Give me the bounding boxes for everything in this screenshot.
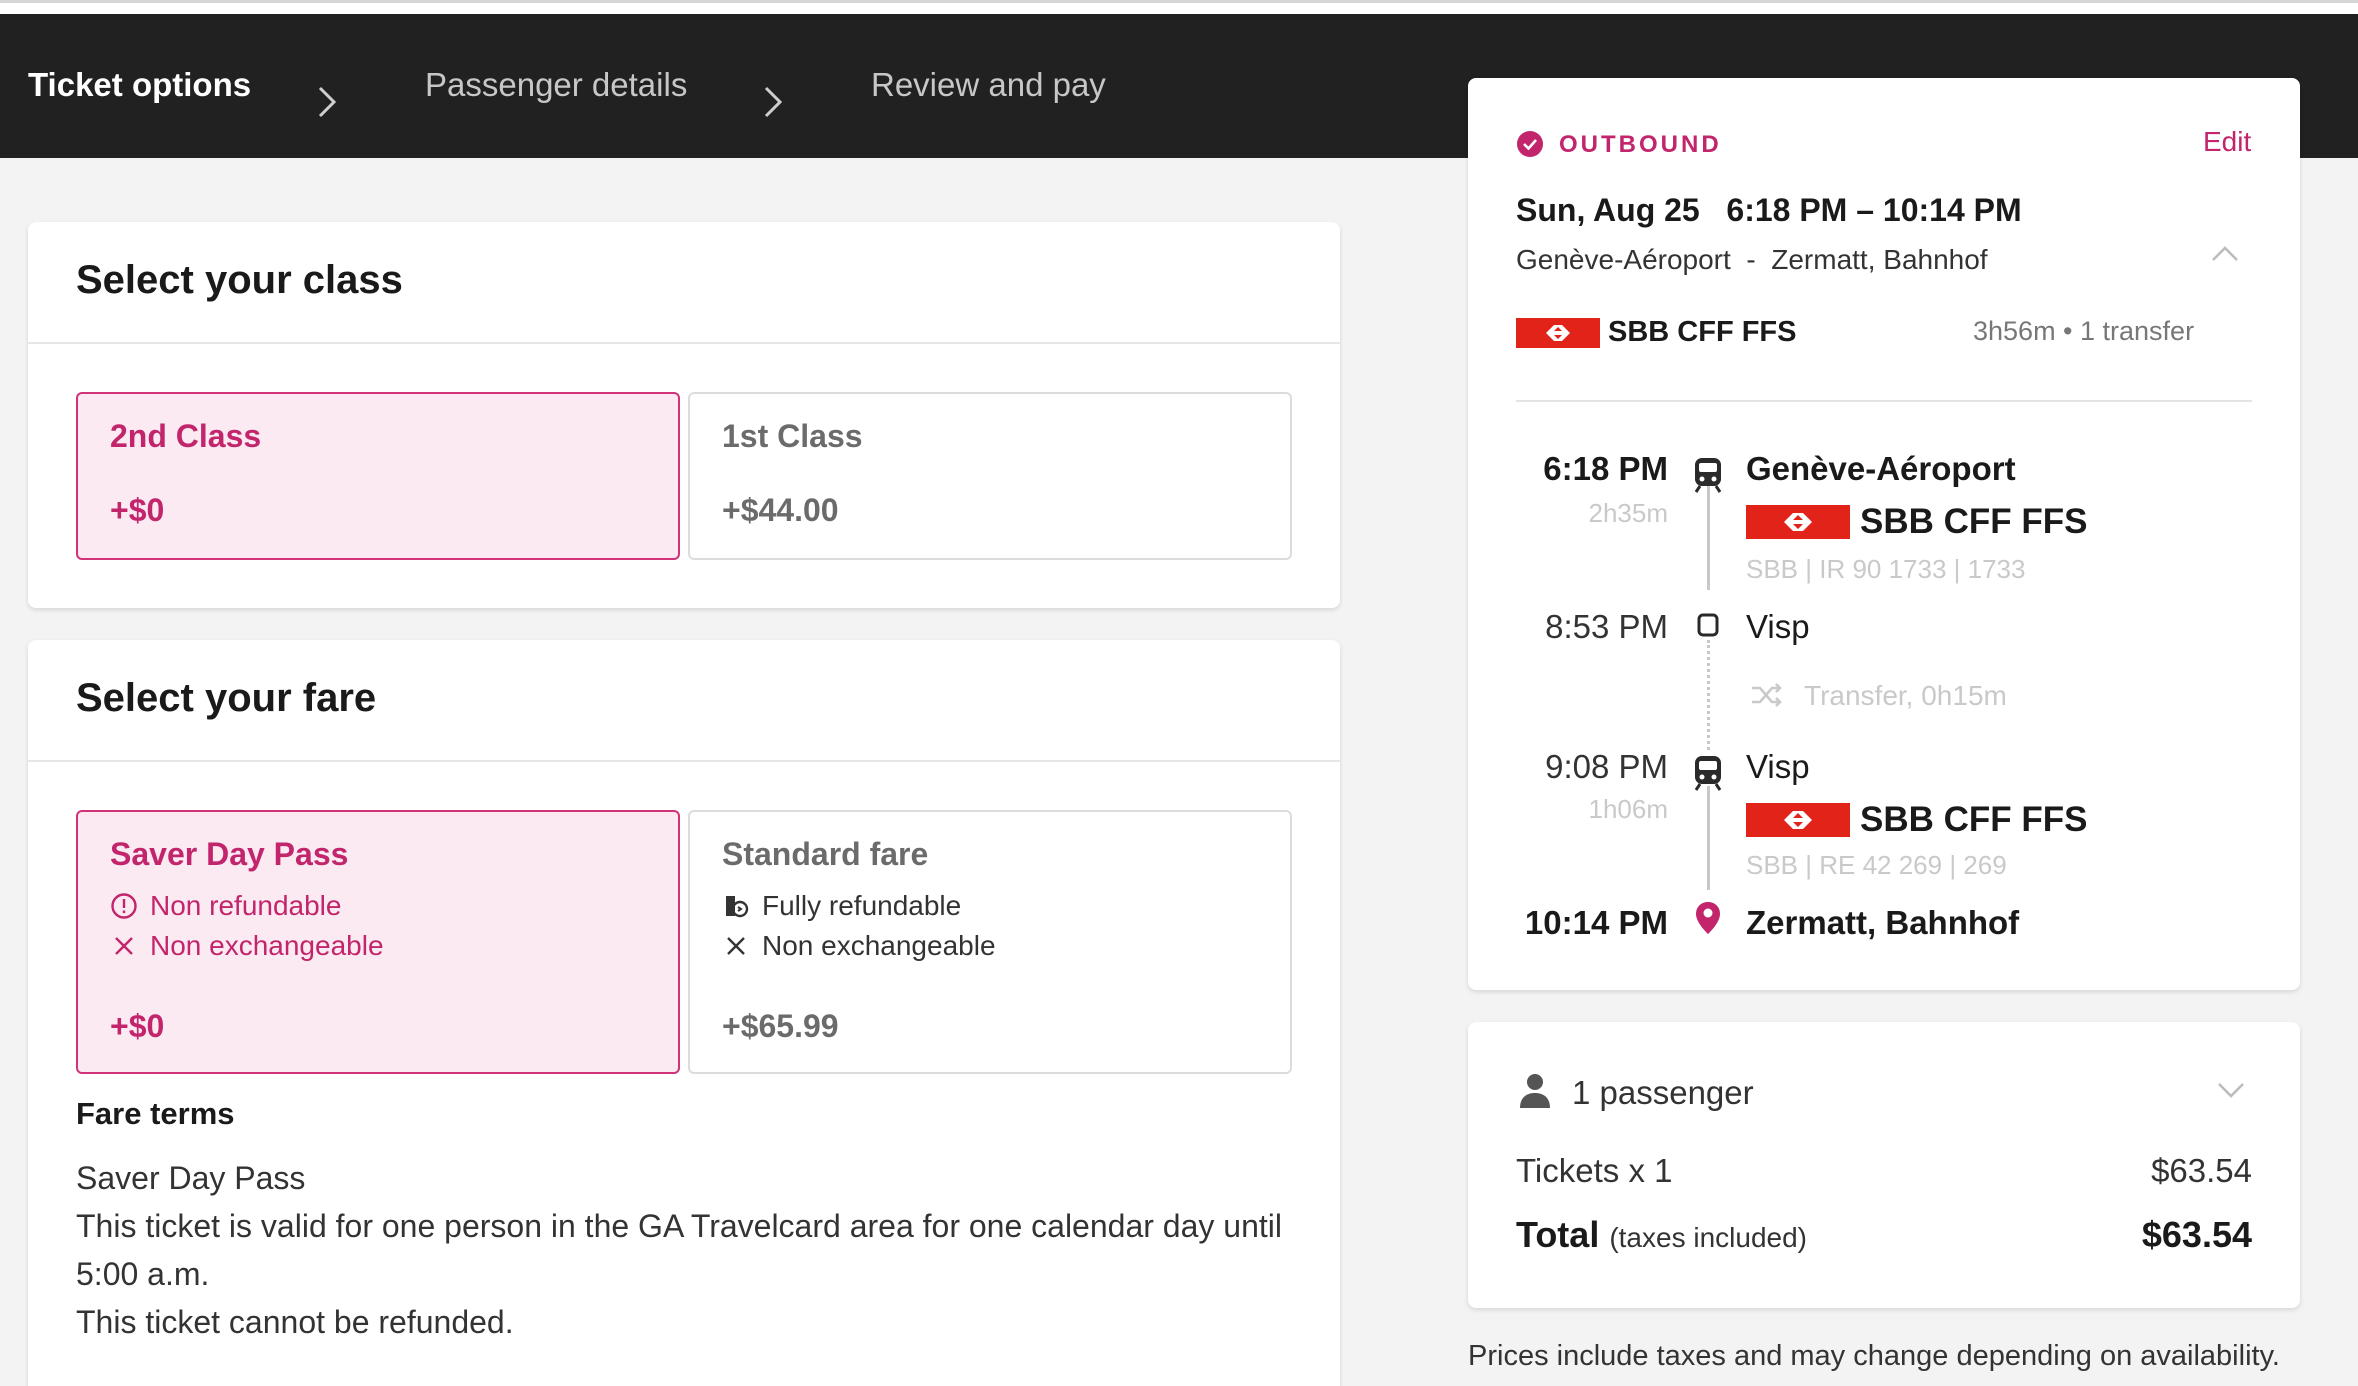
chevron-up-icon[interactable] [2210,244,2240,264]
leg-duration: 2h35m [1588,498,1669,528]
fare-option-price: +$0 [110,1008,165,1044]
passenger-count[interactable]: 1 passenger [1572,1074,1754,1111]
trip-origin: Genève-Aéroport [1516,244,1731,275]
operator-name: SBB CFF FFS [1860,800,2088,839]
outbound-trip-card [1468,78,2300,990]
total-value: $63.54 [2141,1214,2252,1255]
fare-terms-line: This ticket is valid for one person in t… [76,1208,1282,1244]
divider [28,760,1340,762]
info-circle-icon [110,892,138,920]
train-icon [1694,458,1722,493]
fare-feature-label: Non exchangeable [762,930,996,961]
fare-feature: Non exchangeable [110,930,384,962]
step-ticket-options[interactable]: Ticket options [28,66,252,103]
stop-arrival-time: 8:53 PM [1545,608,1668,645]
trip-time-range: 6:18 PM – 10:14 PM [1726,192,2022,228]
trip-duration-info: 3h56m • 1 transfer [1973,316,2195,346]
fare-feature-label: Non refundable [150,890,342,921]
step-review-and-pay[interactable]: Review and pay [871,66,1106,103]
class-selection-card: Select your class 2nd Class +$0 1st Clas… [28,222,1340,608]
fare-selection-card: Select your fare Saver Day Pass Non refu… [28,640,1340,1386]
fare-feature-label: Non exchangeable [150,930,384,961]
timeline-line [1707,786,1710,890]
class-option-name: 2nd Class [110,418,262,454]
timeline-line [1707,486,1710,590]
total-row: Total (taxes included) [1516,1214,1807,1256]
location-pin-icon [1696,902,1720,934]
fare-feature: Non exchangeable [722,930,996,962]
leg-departure-time: 9:08 PM [1545,748,1668,785]
class-option-1st[interactable]: 1st Class +$44.00 [688,392,1292,560]
trip-destination: Zermatt, Bahnhof [1771,244,1988,275]
fare-terms-line: Saver Day Pass [76,1160,306,1196]
sbb-logo-icon [1746,505,1850,539]
leg-service-info: SBB | RE 42 269 | 269 [1746,850,2007,880]
trip-operator: SBB CFF FFS [1516,316,1797,349]
class-option-price: +$0 [110,492,165,528]
fare-option-price: +$65.99 [722,1008,839,1044]
leg-station: Genève-Aéroport [1746,450,2016,487]
sbb-logo-icon [1746,803,1850,837]
class-option-name: 1st Class [722,418,863,454]
tickets-label: Tickets x 1 [1516,1152,1673,1189]
total-label: Total [1516,1214,1600,1255]
fare-option-saver-day-pass[interactable]: Saver Day Pass Non refundable Non exchan… [76,810,680,1074]
fare-feature-label: Fully refundable [762,890,962,921]
trip-date: Sun, Aug 25 [1516,192,1700,228]
close-icon [110,932,138,960]
leg-operator: SBB CFF FFS [1746,502,2087,542]
class-option-price: +$44.00 [722,492,839,528]
class-section-title: Select your class [76,258,403,302]
person-icon [1520,1074,1550,1108]
tickets-value: $63.54 [2151,1152,2252,1189]
fare-terms-line: This ticket cannot be refunded. [76,1304,514,1340]
chevron-right-icon [764,86,783,118]
leg-station: Visp [1746,748,1810,785]
transfer-shuffle-icon [1752,683,1782,707]
refund-icon [722,892,750,920]
route-separator: - [1746,244,1756,275]
browser-top-edge [0,0,2358,14]
train-icon [1694,756,1722,791]
fare-option-name: Standard fare [722,836,929,872]
fare-feature: Fully refundable [722,890,961,922]
trip-route: Genève-Aéroport - Zermatt, Bahnhof [1516,244,1988,276]
price-summary-card [1468,1022,2300,1308]
fare-terms-title: Fare terms [76,1096,235,1131]
sbb-logo-icon [1516,317,1600,348]
fare-terms-line: 5:00 a.m. [76,1256,210,1292]
operator-name: SBB CFF FFS [1860,502,2088,541]
arrival-time: 10:14 PM [1524,904,1668,941]
leg-departure-time: 6:18 PM [1543,450,1668,487]
close-icon [722,932,750,960]
price-disclaimer: Prices include taxes and may change depe… [1468,1340,2280,1372]
edit-trip-link[interactable]: Edit [2203,126,2252,157]
arrival-station: Zermatt, Bahnhof [1746,904,2020,941]
transfer-info: Transfer, 0h15m [1804,680,2007,711]
timeline-transfer-line [1707,640,1710,750]
outbound-label: OUTBOUND [1559,131,1722,158]
fare-feature: Non refundable [110,890,341,922]
stop-icon [1697,613,1719,637]
fare-option-name: Saver Day Pass [110,836,349,872]
divider [28,342,1340,344]
leg-service-info: SBB | IR 90 1733 | 1733 [1746,554,2026,584]
fare-option-standard[interactable]: Standard fare Fully refundable Non excha… [688,810,1292,1074]
leg-duration: 1h06m [1588,794,1669,824]
step-passenger-details[interactable]: Passenger details [425,66,688,103]
chevron-right-icon [318,86,337,118]
stop-station: Visp [1746,608,1810,645]
total-note: (taxes included) [1609,1222,1807,1253]
check-circle-icon [1517,131,1543,157]
trip-date-time: Sun, Aug 25 6:18 PM – 10:14 PM [1516,192,2022,229]
fare-section-title: Select your fare [76,676,377,720]
class-option-2nd[interactable]: 2nd Class +$0 [76,392,680,560]
chevron-down-icon[interactable] [2216,1080,2246,1100]
operator-name: SBB CFF FFS [1608,316,1797,348]
divider [1516,400,2252,402]
leg-operator: SBB CFF FFS [1746,800,2087,840]
